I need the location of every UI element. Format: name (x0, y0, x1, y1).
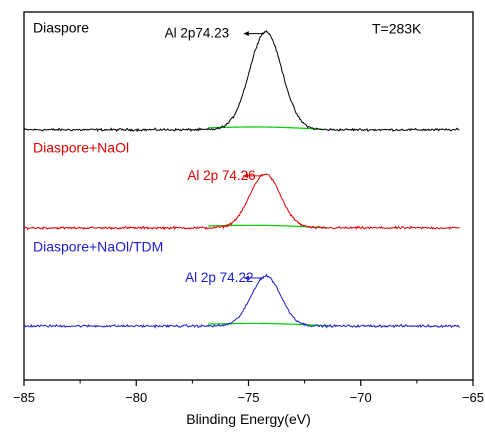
peak-label-3: Al 2p 74.22 (185, 270, 253, 285)
x-tick-label: −70 (350, 390, 372, 405)
peak-label-2: Al 2p 74.26 (187, 168, 255, 183)
series-name-label-2: Diaspore+NaOl (33, 139, 129, 155)
label-layer: Diaspore Al 2p74.23 Diaspore+NaOl Al 2p 74.… (33, 20, 422, 285)
series-line-1 (23, 30, 460, 133)
series-layer (23, 30, 460, 329)
series-name-label-3: Diaspore+NaOl/TDM (33, 238, 163, 254)
series-line-2 (23, 173, 460, 231)
x-axis-title: Blinding Energy(eV) (186, 411, 311, 427)
peak-arrowhead-3 (244, 275, 250, 281)
x-tick-label: −85 (13, 390, 35, 405)
x-axis: −85 −80 −75 −70 −65 (13, 380, 484, 405)
peak-arrowhead-1 (243, 31, 249, 37)
series-line-3 (23, 273, 460, 329)
series-name-label-1: Diaspore (33, 20, 89, 36)
x-tick-label: −75 (237, 390, 259, 405)
annotation-label-1: T=283K (372, 21, 422, 37)
peak-label-1: Al 2p74.23 (165, 26, 230, 41)
background-fit-1 (208, 126, 323, 130)
peak-arrowhead-2 (243, 173, 249, 179)
x-tick-label: −80 (125, 390, 147, 405)
x-tick-label: −65 (462, 390, 484, 405)
